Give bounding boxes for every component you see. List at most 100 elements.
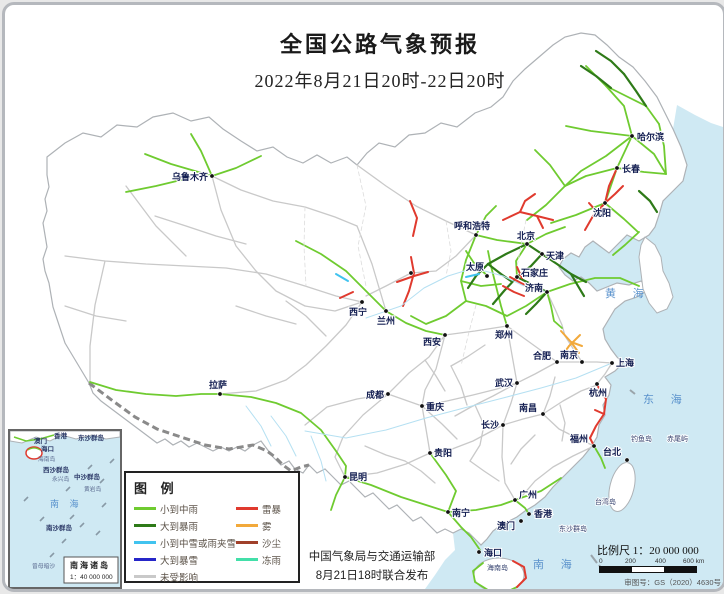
road-segment-lr xyxy=(295,240,387,312)
city-dot xyxy=(217,391,223,397)
legend-swatch-ts xyxy=(236,507,258,510)
city-dot xyxy=(629,133,635,139)
inset-island-mark xyxy=(95,530,101,536)
city-dot xyxy=(539,251,545,257)
road-segment-un xyxy=(542,376,556,415)
scale-block: 比例尺 1：20 000 000 0 200 400 600 km 审图号：GS… xyxy=(597,542,721,588)
road-segment-lr xyxy=(658,123,667,175)
south-china-sea-inset: 香港 澳门 东沙群岛 海口 海南岛 西沙群岛 永兴岛 中沙群岛 黄岩岛南 海南沙群岛 曾母暗沙 南… xyxy=(8,429,122,589)
inset-island-mark xyxy=(65,486,71,492)
inset-box-scale: 1：40 000 000 xyxy=(70,574,113,581)
legend-item: 小到中雪或雨夹雪 xyxy=(134,534,236,551)
sea-label: 东 海 xyxy=(643,392,689,406)
road-segment-un xyxy=(542,384,598,415)
legend-swatch-sd xyxy=(236,541,258,544)
legend-column-left: 小到中雨 大到暴雨 小到中雪或雨夹雪 大到暴雪 未受影响 xyxy=(134,500,236,585)
city-dot xyxy=(473,232,479,238)
road-segment-ts xyxy=(339,291,354,299)
map-title: 全国公路气象预报 xyxy=(279,32,480,57)
road-segment-lr xyxy=(514,477,562,501)
road-segment-un xyxy=(424,359,446,392)
road-segment-un xyxy=(542,413,595,447)
road-segment-lr xyxy=(487,250,508,327)
legend-label: 大到暴雨 xyxy=(160,521,199,533)
road-segment-ls xyxy=(465,273,480,278)
road-segment-un xyxy=(410,234,477,274)
road-segment-un xyxy=(304,393,389,426)
road-segment-un xyxy=(429,424,504,454)
legend-item: 大到暴雪 xyxy=(134,551,236,568)
road-segment-lr xyxy=(472,562,518,589)
inset-island-mark xyxy=(101,502,107,508)
road-segment-un xyxy=(235,305,297,325)
city-dot xyxy=(594,381,600,387)
city-label: 石家庄 xyxy=(520,267,548,278)
road-segment-un xyxy=(564,335,583,363)
inset-label: 黄岩岛 xyxy=(84,485,102,493)
road-segment-lr xyxy=(475,234,528,245)
city-dot xyxy=(383,308,389,314)
issuer-agency: 中国气象局与交通运输部 xyxy=(308,551,436,563)
city-label: 西宁 xyxy=(349,306,367,317)
inset-label: 中沙群岛 xyxy=(74,472,101,481)
road-segment-lr xyxy=(515,243,528,278)
city-label: 海口 xyxy=(484,547,502,558)
city-dot xyxy=(500,422,506,428)
road-segment-lr xyxy=(534,149,566,187)
road-segment-ts xyxy=(588,202,606,213)
sea-label: 南 海 xyxy=(533,557,579,571)
road-segment-un xyxy=(211,175,306,307)
inset-label: 南沙群岛 xyxy=(46,523,73,532)
road-segment-un xyxy=(344,452,431,478)
legend-label: 小到中雨 xyxy=(160,504,199,516)
scale-bar-segment xyxy=(632,567,664,572)
legend-label: 雾 xyxy=(262,521,272,533)
road-segment-lr xyxy=(211,155,262,177)
road-segment-hr xyxy=(524,290,549,316)
road-segment-un xyxy=(502,382,518,426)
city-dot xyxy=(554,359,560,365)
city-dot xyxy=(526,511,532,517)
inset-island-mark xyxy=(87,464,93,470)
taiwan-island xyxy=(608,462,636,512)
city-label: 郑州 xyxy=(495,329,513,340)
scale-tick-600: 600 km xyxy=(683,558,705,565)
city-label: 台北 xyxy=(603,446,621,457)
scale-label: 比例尺 1：20 000 000 xyxy=(597,545,699,557)
road-segment-rv xyxy=(304,362,613,439)
legend-label: 小到中雪或雨夹雪 xyxy=(160,538,237,550)
city-dot xyxy=(518,518,524,524)
city-dot xyxy=(359,299,365,305)
road-segment-rv xyxy=(270,415,297,457)
legend-item: 沙尘 xyxy=(236,534,292,551)
road-segment-lr xyxy=(616,167,667,175)
road-segment-un xyxy=(387,334,446,395)
inset-island-marks xyxy=(23,458,115,558)
road-segment-lr xyxy=(631,135,667,175)
road-segment-lr xyxy=(410,300,467,325)
road-segment-lr xyxy=(546,277,640,293)
legend-item: 小到中雨 xyxy=(134,500,236,517)
legend-swatch-hr xyxy=(134,524,156,527)
legend-columns: 小到中雨 大到暴雨 小到中雪或雨夹雪 大到暴雪 未受影响 雷暴雾沙尘 冻雨 xyxy=(134,500,292,585)
road-segment-lr xyxy=(460,234,477,302)
road-segment-un xyxy=(365,272,412,297)
inset-label: 西沙群岛 xyxy=(43,465,70,474)
city-label: 南昌 xyxy=(519,402,537,413)
legend-swatch-hs xyxy=(134,558,156,561)
road-segment-un xyxy=(450,344,486,367)
inset-island-mark xyxy=(39,516,45,522)
map-approval-number: 审图号：GS（2020）4630号 xyxy=(624,578,721,587)
road-segment-un xyxy=(450,365,468,406)
road-segment-un xyxy=(501,424,516,501)
road-segment-un xyxy=(522,445,595,496)
city-dot xyxy=(419,403,425,409)
road-segment-hr xyxy=(491,275,519,306)
legend-header: 图 例 xyxy=(134,481,179,496)
city-dot xyxy=(484,273,490,279)
road-segment-lr xyxy=(190,133,213,177)
inset-box-title: 南海诸岛 xyxy=(70,560,110,570)
road-segment-fg xyxy=(561,334,581,357)
island-label: 赤尾屿 xyxy=(667,434,688,443)
